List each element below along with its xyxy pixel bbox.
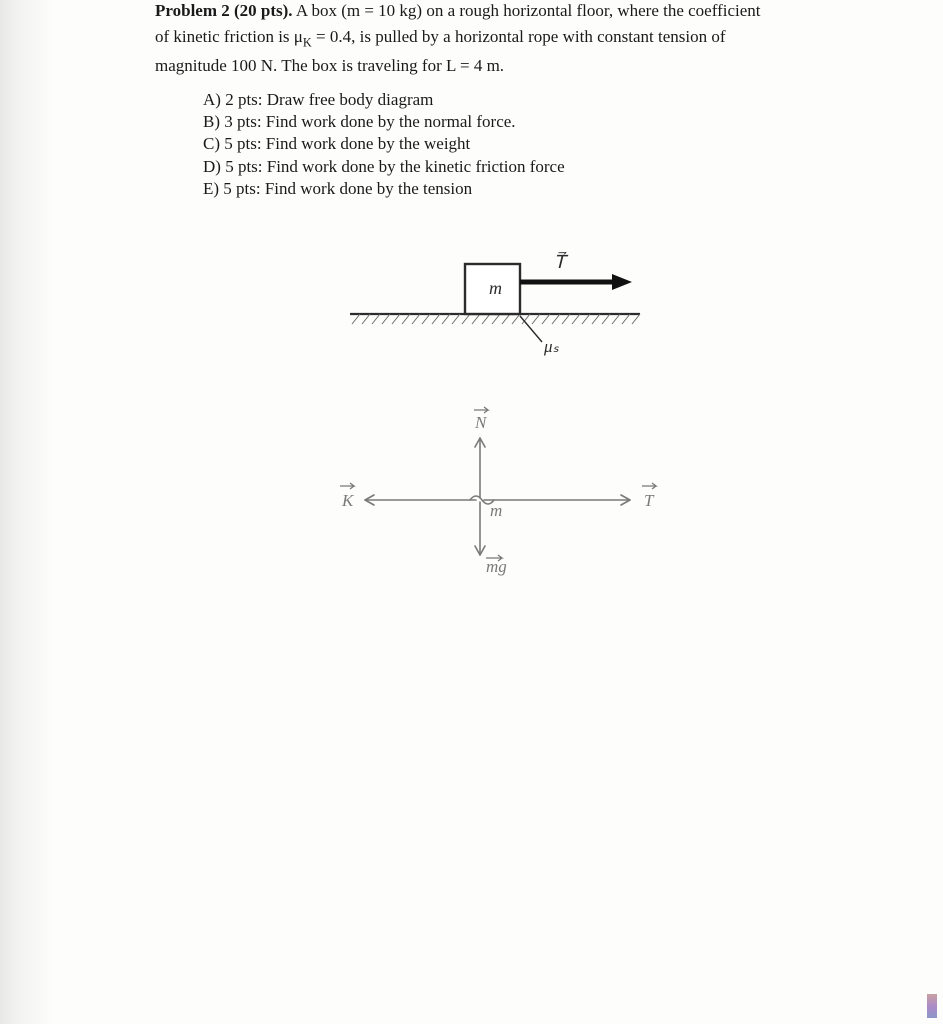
box-mass-label: m [489, 278, 502, 298]
problem-line2-post: = 0.4, is pulled by a horizontal rope wi… [312, 27, 726, 46]
handwritten-fbd: N mg T K m [330, 400, 680, 600]
fbd-mg-label: mg [486, 557, 507, 576]
problem-line1-rest: A box (m = 10 kg) on a rough horizontal … [293, 1, 761, 20]
part-d: D) 5 pts: Find work done by the kinetic … [203, 156, 895, 178]
parts-list: A) 2 pts: Draw free body diagram B) 3 pt… [203, 89, 895, 201]
problem-heading: Problem 2 (20 pts). [155, 1, 293, 20]
mu-leader [520, 316, 542, 342]
mu-label: μₛ [543, 337, 560, 356]
fbd-T-overarrow [642, 483, 656, 489]
part-e: E) 5 pts: Find work done by the tension [203, 178, 895, 200]
fbd-mass-label: m [490, 501, 502, 520]
part-a: A) 2 pts: Draw free body diagram [203, 89, 895, 111]
problem-text-block: Problem 2 (20 pts). A box (m = 10 kg) on… [155, 0, 895, 201]
printed-figure: m T⃗ μₛ [350, 252, 650, 372]
fbd-K-overarrow [340, 483, 354, 489]
tension-label: T⃗ [554, 252, 569, 272]
scan-shadow-left [0, 0, 55, 1024]
fbd-T-label: T [644, 491, 655, 510]
part-c: C) 5 pts: Find work done by the weight [203, 133, 895, 155]
mu-subscript: K [303, 35, 312, 49]
page-scan: Problem 2 (20 pts). A box (m = 10 kg) on… [0, 0, 943, 1024]
fbd-K-label: K [341, 491, 355, 510]
problem-line2-pre: of kinetic friction is μ [155, 27, 303, 46]
scan-color-strip [927, 994, 937, 1018]
floor-hatching [350, 314, 640, 324]
fbd-N-label: N [474, 413, 488, 432]
problem-line-2: of kinetic friction is μK = 0.4, is pull… [155, 26, 895, 51]
problem-line-1: Problem 2 (20 pts). A box (m = 10 kg) on… [155, 0, 895, 22]
tension-arrow-head [612, 274, 632, 290]
problem-line-3: magnitude 100 N. The box is traveling fo… [155, 55, 895, 77]
part-b: B) 3 pts: Find work done by the normal f… [203, 111, 895, 133]
